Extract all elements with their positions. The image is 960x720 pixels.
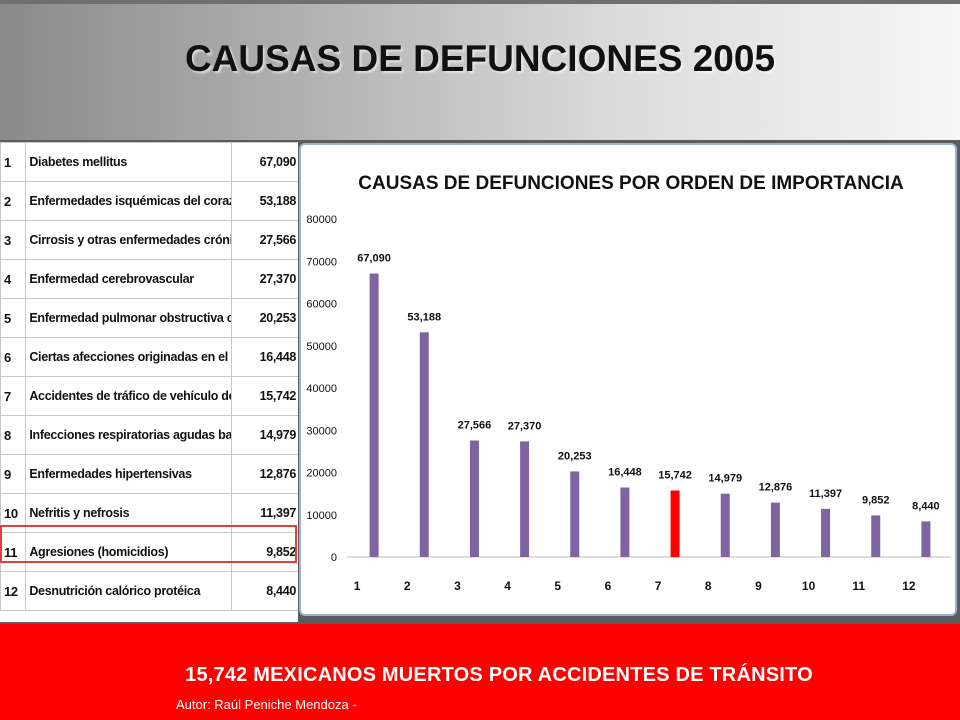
- bar: [670, 490, 680, 557]
- data-label: 11,397: [809, 488, 842, 500]
- x-tick-label: 3: [454, 579, 461, 593]
- data-label: 20,253: [558, 450, 592, 462]
- table-row: 12 Desnutrición calórico protéica 8,440: [0, 571, 298, 611]
- x-tick-label: 8: [705, 579, 712, 593]
- x-tick-label: 11: [852, 579, 865, 593]
- x-tick-label: 10: [802, 579, 816, 593]
- table-cause-cell: Enfermedad pulmonar obstructiva crónica: [25, 298, 233, 338]
- author-credit: Autor: Raúl Peniche Mendoza -: [176, 697, 357, 712]
- table-row: 2 Enfermedades isquémicas del corazón 53,1…: [0, 181, 298, 221]
- bar: [469, 440, 479, 557]
- x-tick-label: 6: [605, 579, 612, 593]
- x-tick-label: 5: [554, 579, 561, 593]
- data-label: 9,852: [862, 494, 890, 506]
- y-tick-label: 50000: [306, 341, 337, 353]
- table-value-cell: 8,440: [231, 571, 298, 611]
- data-label: 8,440: [912, 500, 940, 512]
- bar: [520, 441, 530, 557]
- table-value-cell: 14,979: [231, 415, 298, 455]
- data-label: 14,979: [708, 473, 742, 485]
- y-tick-label: 40000: [306, 383, 337, 395]
- table-value-cell: 15,742: [231, 376, 298, 416]
- slide-title: CAUSAS DE DEFUNCIONES 2005: [184, 38, 776, 79]
- table-cause-cell: Enfermedad cerebrovascular: [25, 259, 233, 299]
- y-tick-label: 60000: [306, 299, 337, 311]
- bar-chart: CAUSAS DE DEFUNCIONES POR ORDEN DE IMPOR…: [306, 173, 951, 593]
- y-tick-label: 0: [331, 552, 337, 564]
- data-label: 53,188: [407, 311, 441, 323]
- bar: [770, 502, 780, 557]
- bar: [921, 521, 931, 557]
- table-cause-cell: Accidentes de tráfico de vehículo de mot…: [25, 376, 233, 416]
- chart-title: CAUSAS DE DEFUNCIONES POR ORDEN DE IMPOR…: [358, 173, 904, 194]
- table-rank-cell: 8: [0, 415, 27, 455]
- data-label: 27,566: [458, 420, 492, 432]
- bar: [620, 487, 630, 557]
- y-tick-label: 30000: [306, 425, 337, 437]
- x-tick-label: 12: [902, 579, 916, 593]
- y-tick-label: 80000: [306, 214, 337, 226]
- x-tick-label: 7: [655, 579, 662, 593]
- table-value-cell: 9,852: [231, 532, 298, 572]
- table-rank-cell: 11: [0, 532, 27, 572]
- table-rank-cell: 5: [0, 298, 27, 338]
- bar: [369, 273, 379, 557]
- data-label: 27,370: [508, 420, 542, 432]
- y-tick-label: 10000: [306, 510, 337, 522]
- table-rank-cell: 7: [0, 376, 27, 416]
- causes-table: 1 Diabetes mellitus 67,090 2 Enfermedades is…: [0, 142, 298, 611]
- data-label: 15,742: [658, 469, 692, 481]
- table-cause-cell: Ciertas afecciones originadas en el peri…: [25, 337, 233, 377]
- table-rank-cell: 1: [0, 142, 27, 182]
- table-row: 1 Diabetes mellitus 67,090: [0, 142, 298, 182]
- table-cause-cell: Infecciones respiratorias agudas bajas: [25, 415, 233, 455]
- table-value-cell: 67,090: [231, 142, 298, 182]
- bar: [821, 508, 831, 557]
- bar: [871, 515, 881, 557]
- y-tick-label: 70000: [306, 256, 337, 268]
- bar: [720, 493, 730, 557]
- table-rank-cell: 3: [0, 220, 27, 260]
- table-cause-cell: Enfermedades isquémicas del corazón: [25, 181, 233, 221]
- table-cause-cell: Enfermedades hipertensivas: [25, 454, 233, 494]
- causes-table-panel: 1 Diabetes mellitus 67,090 2 Enfermedades is…: [0, 142, 298, 622]
- table-cause-cell: Cirrosis y otras enfermedades crónicas d…: [25, 220, 233, 260]
- x-tick-label: 9: [755, 579, 762, 593]
- data-label: 12,876: [759, 482, 793, 494]
- y-tick-label: 20000: [306, 468, 337, 480]
- table-rank-cell: 12: [0, 571, 27, 611]
- data-label: 67,090: [357, 253, 391, 265]
- table-row: 9 Enfermedades hipertensivas 12,876: [0, 454, 298, 494]
- highlight-box: [0, 525, 297, 563]
- top-border-line: [0, 0, 960, 4]
- table-value-cell: 53,188: [231, 181, 298, 221]
- footer-band: [0, 624, 960, 720]
- table-value-cell: 27,370: [231, 259, 298, 299]
- table-rank-cell: 2: [0, 181, 27, 221]
- bar: [419, 332, 429, 557]
- table-rank-cell: 6: [0, 337, 27, 377]
- table-row: 8 Infecciones respiratorias agudas bajas 1…: [0, 415, 298, 455]
- data-label: 16,448: [608, 467, 642, 479]
- table-value-cell: 27,566: [231, 220, 298, 260]
- table-rank-cell: 9: [0, 454, 27, 494]
- x-tick-label: 4: [504, 579, 511, 593]
- x-tick-label: 2: [404, 579, 411, 593]
- table-value-cell: 20,253: [231, 298, 298, 338]
- bar: [570, 471, 580, 557]
- table-value-cell: 12,876: [231, 454, 298, 494]
- table-rank-cell: 4: [0, 259, 27, 299]
- chart-panel: CAUSAS DE DEFUNCIONES POR ORDEN DE IMPOR…: [299, 143, 957, 616]
- title-background: [0, 0, 960, 140]
- table-cause-cell: Desnutrición calórico protéica: [25, 571, 233, 611]
- footer-message: 15,742 MEXICANOS MUERTOS POR ACCIDENTES …: [185, 664, 813, 686]
- table-cause-cell: Diabetes mellitus: [25, 142, 233, 182]
- table-row: 4 Enfermedad cerebrovascular 27,370: [0, 259, 298, 299]
- table-value-cell: 16,448: [231, 337, 298, 377]
- x-tick-label: 1: [354, 579, 361, 593]
